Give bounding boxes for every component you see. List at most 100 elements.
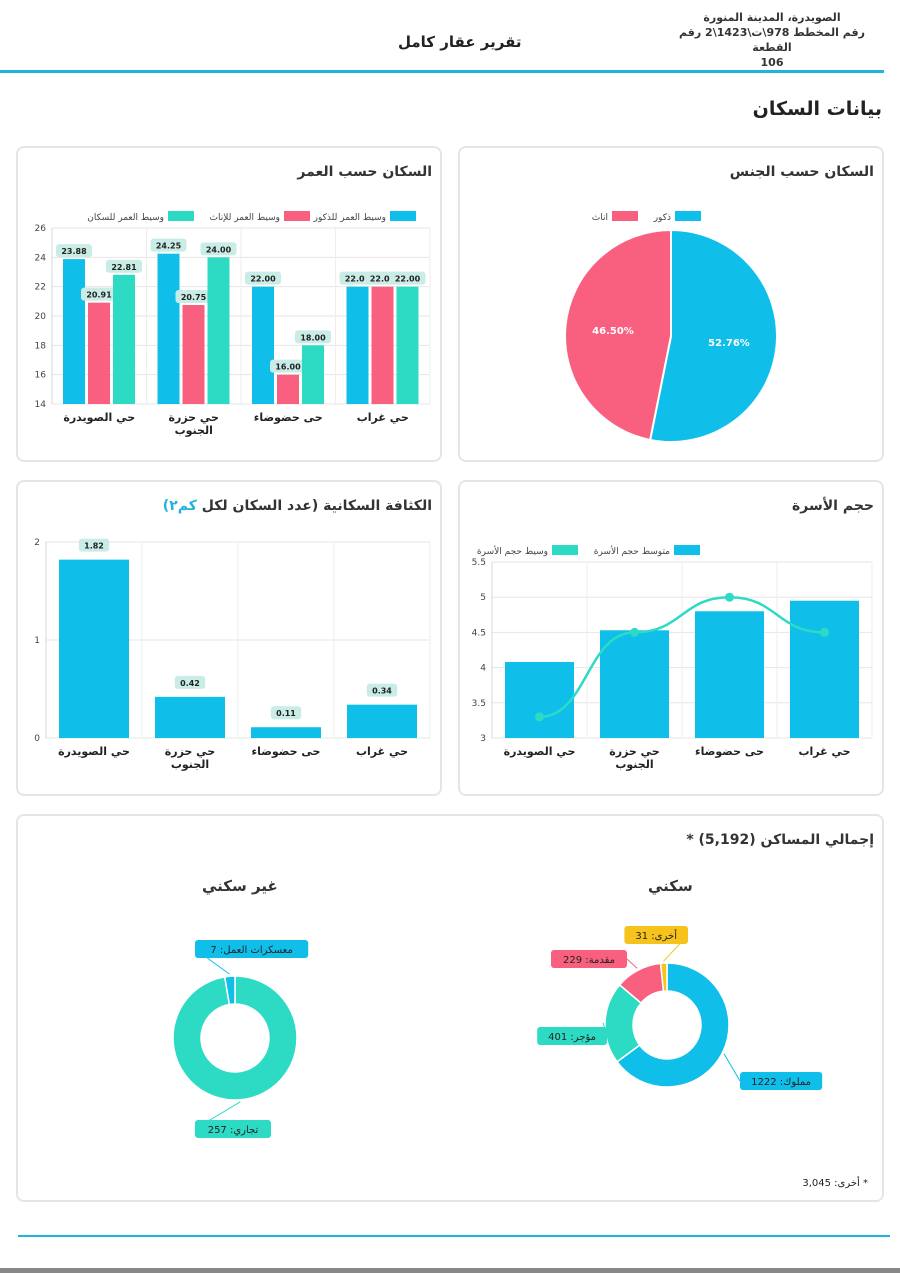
nonresidential-slice — [172, 975, 298, 1101]
density-value-label: 1.82 — [84, 542, 104, 551]
age-value-label-bg — [295, 330, 331, 344]
age-value-label: 18.00 — [300, 333, 326, 342]
age-category-label: حي حزرة — [169, 411, 219, 424]
residential-callout-label: أخرى: 31 — [635, 929, 677, 942]
family-ytick: 4 — [480, 664, 486, 674]
age-value-label-bg — [81, 287, 117, 301]
age-value-label-bg — [56, 244, 92, 258]
density-value-label: 0.11 — [276, 709, 296, 718]
location-line-2: رقم المخطط 978\ت\1423\2 رقم القطعة — [679, 26, 865, 54]
pie-label-male: 52.76% — [708, 338, 750, 349]
age-value-label-bg — [389, 271, 426, 285]
age-ytick: 22 — [35, 283, 46, 293]
age-value-label: 22.81 — [111, 263, 137, 272]
age-value-label-bg — [245, 271, 281, 285]
family-size-chart: متوسط حجم الأسرة وسيط حجم الأسرة 3 3.5 4 4.5 5… — [472, 545, 873, 771]
bottom-edge — [0, 1268, 900, 1273]
age-ytick: 20 — [35, 312, 47, 322]
legend-family-median-swatch — [552, 545, 578, 555]
density-ytick: 0 — [34, 734, 40, 744]
density-bar — [251, 727, 321, 738]
property-location: الصويدرة، المدينة المنورة رقم المخطط 978… — [672, 10, 872, 70]
residential-callout-bg — [551, 950, 627, 968]
family-median-line — [539, 595, 825, 719]
pie-slice-female — [564, 228, 672, 442]
age-value-label: 24.25 — [156, 242, 182, 251]
footer-divider — [18, 1235, 890, 1237]
legend-family-median-label: وسيط حجم الأسرة — [477, 545, 548, 557]
density-bar — [59, 559, 129, 738]
density-value-label-bg — [174, 675, 206, 689]
age-value-label-bg — [200, 242, 237, 256]
gender-card: السكان حسب الجنس ذكور اناث 52.76% 46.50% — [458, 146, 884, 462]
legend-age-male-swatch — [390, 211, 416, 221]
header-divider — [0, 70, 884, 73]
legend-age-female-swatch — [284, 211, 310, 221]
age-bar — [88, 302, 110, 404]
family-category-label-line2: الجنوب — [615, 758, 653, 771]
family-ytick: 3.5 — [472, 699, 486, 709]
density-category-label: حي الصويدرة — [58, 745, 130, 758]
nonresidential-callout-bg — [195, 940, 309, 958]
age-category-label: حي الصويدرة — [63, 411, 135, 424]
legend-age-all-label: وسيط العمر للسكان — [87, 213, 164, 223]
age-bar — [396, 286, 419, 404]
legend-age-female-label: وسيط العمر للإناث — [210, 213, 280, 223]
dwellings-card-title: إجمالي المساكن (5,192) * — [686, 832, 874, 848]
legend-age-all-swatch — [168, 211, 194, 221]
location-line-1: الصويدرة، المدينة المنورة — [703, 11, 841, 24]
residential-title: سكني — [648, 877, 693, 895]
density-title-main: الكثافة السكانية (عدد السكان لكل — [201, 498, 432, 514]
age-ytick: 24 — [35, 253, 47, 263]
pie-label-female: 46.50% — [592, 326, 634, 337]
legend-female-label: اناث — [592, 213, 608, 223]
age-bar — [63, 259, 85, 404]
family-category-label: حى حضوضاء — [695, 745, 764, 758]
residential-slice — [659, 962, 668, 993]
density-category-label: حي حزرة — [165, 745, 215, 758]
age-value-label: 24.00 — [206, 245, 232, 254]
residential-callout-bg — [740, 1072, 823, 1090]
gender-pie-chart: ذكور اناث 52.76% 46.50% — [564, 211, 778, 443]
legend-family-avg-swatch — [674, 545, 700, 555]
age-value-label: 22.00 — [250, 275, 276, 284]
residential-slice — [616, 962, 730, 1088]
residential-callout-label: مملوك: 1222 — [751, 1077, 811, 1088]
legend-age-male-label: وسيط العمر للذكور — [313, 213, 386, 223]
family-ytick: 4.5 — [472, 628, 486, 638]
family-median-point — [820, 627, 829, 637]
age-bar — [157, 253, 180, 404]
family-category-label: حي غراب — [798, 745, 850, 758]
age-bar — [371, 286, 394, 404]
nonresidential-slice — [223, 975, 236, 1006]
age-value-label: 22.00 — [345, 275, 371, 284]
nonresidential-callout-bg — [195, 1120, 271, 1138]
age-ytick: 16 — [35, 371, 47, 381]
density-value-label-bg — [366, 683, 398, 697]
dwellings-footnote: * أخرى: 3,045 — [802, 1178, 868, 1189]
age-value-label: 20.75 — [181, 293, 207, 302]
density-value-label: 0.34 — [372, 687, 392, 696]
age-value-label-bg — [175, 290, 212, 303]
legend-male-label: ذكور — [653, 213, 671, 223]
gender-card-title: السكان حسب الجنس — [729, 164, 874, 180]
dwellings-card: إجمالي المساكن (5,192) * سكني غير سكني م… — [16, 814, 884, 1202]
age-bar — [113, 274, 135, 404]
density-card-title: الكثافة السكانية (عدد السكان لكل كم٢) — [163, 498, 432, 514]
age-value-label: 23.88 — [61, 247, 87, 256]
age-value-label-bg — [270, 359, 306, 373]
density-bar — [347, 704, 417, 738]
age-bar — [277, 374, 299, 404]
nonresidential-callout-label: تجاري: 257 — [208, 1125, 259, 1136]
dwellings-donut-charts: مملوك: 1222 مؤجر: 401 مقدمة: 229 أخرى: 31 تج… — [172, 926, 823, 1138]
age-value-label: 22.00 — [370, 275, 396, 284]
density-value-label-bg — [270, 706, 302, 720]
family-ytick: 5 — [480, 593, 486, 603]
nonresidential-title: غير سكني — [202, 877, 278, 895]
report-title: تقرير عقار كامل — [398, 33, 522, 51]
family-bar — [790, 600, 859, 738]
family-bar — [505, 661, 574, 738]
family-ytick: 5.5 — [472, 558, 486, 568]
density-category-label: حي غراب — [356, 745, 408, 758]
